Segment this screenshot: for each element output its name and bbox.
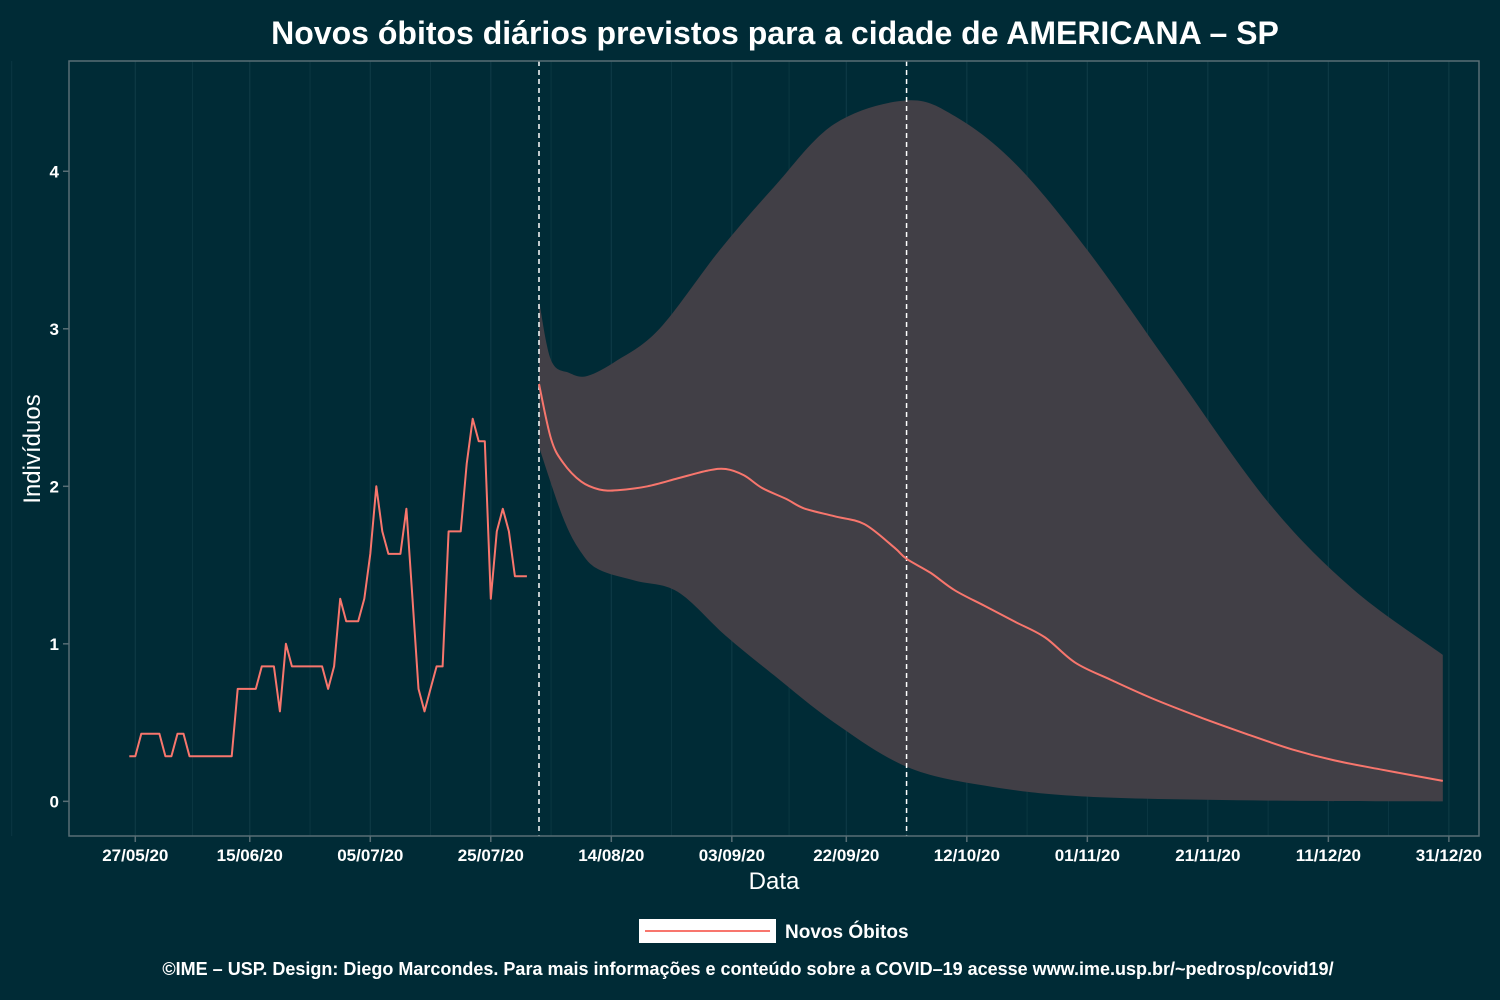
x-tick-label: 12/10/20 [934,846,1000,865]
x-tick-label: 15/06/20 [217,846,283,865]
x-tick-label: 22/09/20 [813,846,879,865]
y-tick-label: 1 [50,635,59,654]
y-axis-title: Indivíduos [19,394,46,503]
x-tick-label: 14/08/20 [578,846,644,865]
footer-credit: ©IME – USP. Design: Diego Marcondes. Par… [162,959,1333,979]
legend: Novos Óbitos [639,919,909,943]
chart-title: Novos óbitos diários previstos para a ci… [271,15,1279,51]
x-tick-label: 01/11/20 [1055,846,1120,865]
legend-label: Novos Óbitos [785,921,909,943]
x-tick-label: 31/12/20 [1416,846,1482,865]
y-tick-label: 2 [50,477,59,496]
y-tick-label: 3 [50,320,59,339]
x-tick-label: 03/09/20 [699,846,765,865]
y-tick-label: 4 [50,162,60,181]
x-tick-label: 11/12/20 [1296,846,1361,865]
x-tick-label: 05/07/20 [337,846,403,865]
x-axis-title: Data [749,868,800,895]
y-tick-label: 0 [50,792,59,811]
x-tick-label: 21/11/20 [1175,846,1240,865]
x-tick-label: 25/07/20 [458,846,524,865]
x-tick-label: 27/05/20 [102,846,168,865]
